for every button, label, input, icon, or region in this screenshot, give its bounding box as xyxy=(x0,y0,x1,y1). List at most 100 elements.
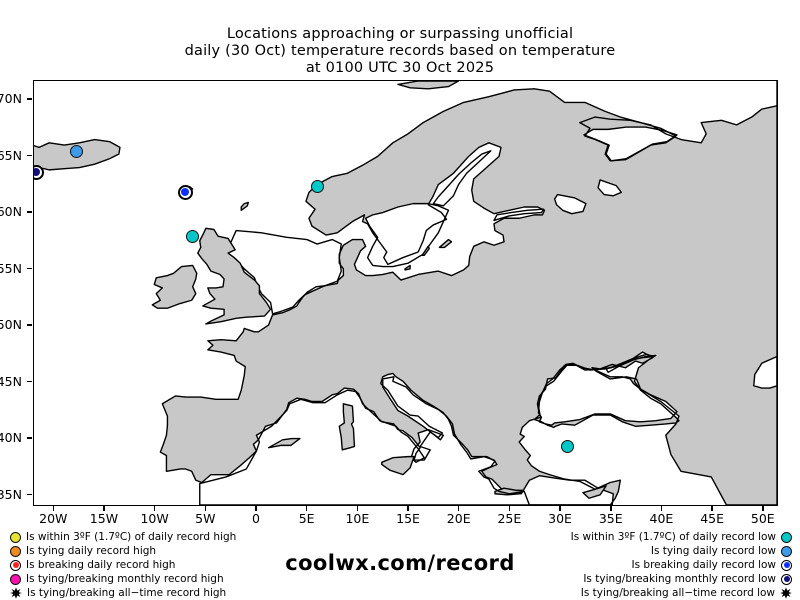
legend-item-breaking-daily-high: Is breaking daily record high xyxy=(10,558,310,572)
legend-label-all-time-low: Is tying/breaking all−time record low xyxy=(580,587,775,599)
legend-swatch-breaking-daily-low xyxy=(781,559,792,571)
legend-item-all-time-high: Is tying/breaking all−time record high xyxy=(10,586,310,600)
longitude-tick xyxy=(610,506,612,511)
legend-label-within-3f-low: Is within 3ºF (1.7ºC) of daily record lo… xyxy=(570,531,776,543)
shetland-islands xyxy=(240,201,250,211)
legend-swatch-all-time-high xyxy=(10,587,22,599)
legend-swatch-within-3f-high xyxy=(10,531,21,543)
station-nw-iceland[interactable] xyxy=(69,144,83,158)
longitude-label: 30E xyxy=(548,511,572,526)
legend-item-tying-daily-high: Is tying daily record high xyxy=(10,544,310,558)
latitude-tick xyxy=(27,267,32,270)
longitude-label: 10W xyxy=(140,511,169,526)
longitude-tick xyxy=(508,506,511,511)
longitude-label: 5W xyxy=(195,511,216,526)
legend-record-high: Is within 3ºF (1.7ºC) of daily record hi… xyxy=(10,530,310,600)
station-faroe-islands[interactable] xyxy=(177,184,193,200)
station-dot-core xyxy=(181,188,189,196)
longitude-tick xyxy=(559,506,561,511)
longitude-tick xyxy=(103,506,105,511)
latitude-tick xyxy=(27,211,32,213)
longitude-tick xyxy=(255,506,257,511)
legend-swatch-tying-daily-high xyxy=(10,545,21,557)
corsica-sardinia xyxy=(338,403,356,451)
latitude-label: 50N xyxy=(0,317,22,333)
latitude-tick xyxy=(27,154,32,157)
arctic-island xyxy=(397,81,460,90)
longitude-label: 40E xyxy=(649,511,674,526)
longitude-label: 25E xyxy=(497,511,522,526)
longitude-label: 35E xyxy=(598,511,623,526)
legend-label-all-time-high: Is tying/breaking all−time record high xyxy=(27,587,227,599)
legend-swatch-core xyxy=(783,576,790,582)
latitude-tick xyxy=(27,98,32,100)
longitude-label: 5E xyxy=(298,511,315,526)
sicily xyxy=(381,455,415,476)
atlantic-ocean xyxy=(34,81,500,505)
station-sw-iceland[interactable] xyxy=(34,164,44,180)
legend-label-monthly-high: Is tying/breaking monthly record high xyxy=(26,573,224,585)
longitude-label: 0 xyxy=(252,511,260,526)
longitude-label: 45E xyxy=(700,511,725,526)
latitude-tick xyxy=(27,437,32,439)
longitude-tick xyxy=(660,506,663,511)
latitude-label: 40N xyxy=(0,430,22,446)
legend-item-tying-daily-low: Is tying daily record low xyxy=(492,544,792,558)
longitude-tick xyxy=(204,506,207,511)
legend-item-within-3f-low: Is within 3ºF (1.7ºC) of daily record lo… xyxy=(492,530,792,544)
station-north-scotland[interactable] xyxy=(185,229,199,243)
eurasian-coastline xyxy=(159,81,777,505)
legend-swatch-core xyxy=(783,562,790,568)
legend-swatch-all-time-low xyxy=(780,587,792,599)
latitude-tick xyxy=(27,493,32,496)
starburst-icon xyxy=(780,587,792,599)
longitude-label: 15E xyxy=(396,511,420,526)
longitude-tick xyxy=(52,506,55,511)
title-line-2: daily (30 Oct) temperature records based… xyxy=(184,43,616,59)
lake-onega xyxy=(597,179,623,197)
longitude-tick xyxy=(153,506,156,511)
bornholm xyxy=(404,264,411,271)
legend-swatch-breaking-daily-high xyxy=(10,559,21,571)
latitude-label: 35N xyxy=(0,486,22,502)
longitude-tick xyxy=(457,506,460,511)
page-title: Locations approaching or surpassing unof… xyxy=(0,26,800,77)
station-marker-layer xyxy=(34,81,777,505)
longitude-label: 20E xyxy=(446,511,471,526)
latitude-label: 65N xyxy=(0,147,22,163)
legend-item-all-time-low: Is tying/breaking all−time record low xyxy=(492,586,792,600)
latitude-label: 60N xyxy=(0,204,22,220)
longitude-tick xyxy=(762,506,764,511)
legend-label-breaking-daily-high: Is breaking daily record high xyxy=(26,559,176,571)
oland xyxy=(421,245,430,256)
legend-item-breaking-daily-low: Is breaking daily record low xyxy=(492,558,792,572)
great-britain xyxy=(197,227,272,325)
latitude-label: 55N xyxy=(0,260,22,276)
station-istanbul[interactable] xyxy=(560,439,574,453)
legend-swatch-core xyxy=(12,562,19,568)
legend-label-tying-daily-low: Is tying daily record low xyxy=(650,545,776,557)
legend-swatch-tying-daily-low xyxy=(781,545,792,557)
legend-label-monthly-low: Is tying/breaking monthly record low xyxy=(583,573,776,585)
latitude-label: 45N xyxy=(0,373,22,389)
white-sea xyxy=(583,126,678,162)
legend-swatch-monthly-low xyxy=(781,573,792,585)
map-canvas[interactable] xyxy=(33,80,778,506)
gulf-of-bothnia xyxy=(432,150,492,207)
longitude-label: 50E xyxy=(750,511,775,526)
station-west-norway[interactable] xyxy=(310,179,324,193)
legend-swatch-monthly-high xyxy=(10,573,21,585)
gotland xyxy=(438,238,453,249)
cyprus xyxy=(582,485,607,499)
legend-label-tying-daily-high: Is tying daily record high xyxy=(26,545,157,557)
lake-ladoga xyxy=(553,193,587,215)
longitude-tick xyxy=(407,506,409,511)
black-sea xyxy=(537,362,678,426)
legend-item-monthly-low: Is tying/breaking monthly record low xyxy=(492,572,792,586)
title-line-3: at 0100 UTC 30 Oct 2025 xyxy=(305,60,495,76)
caspian-sea xyxy=(753,355,777,389)
balearic-islands xyxy=(267,437,301,449)
title-line-1: Locations approaching or surpassing unof… xyxy=(226,26,574,42)
latitude-tick xyxy=(27,324,32,326)
legend-item-monthly-high: Is tying/breaking monthly record high xyxy=(10,572,310,586)
